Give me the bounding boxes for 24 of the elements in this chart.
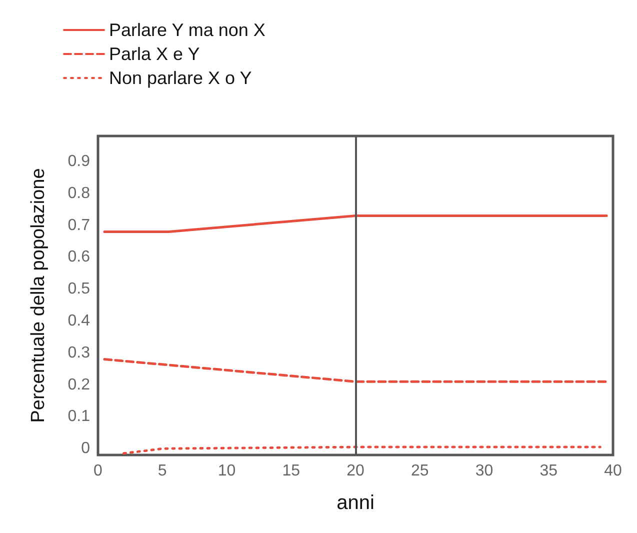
y-tick-label: 0.1 (68, 408, 90, 426)
y-tick-label: 0 (81, 440, 90, 458)
x-tick-label: 30 (475, 462, 494, 480)
y-tick-label: 0.4 (68, 312, 90, 330)
legend-label: Parla X e Y (109, 44, 200, 64)
x-tick-label: 0 (94, 462, 103, 480)
y-tick-label: 0.9 (68, 153, 90, 170)
x-tick-label: 10 (218, 462, 236, 480)
y-tick-label: 0.3 (68, 344, 90, 362)
x-tick-label: 15 (282, 462, 300, 480)
x-tick-label: 35 (540, 462, 558, 480)
x-tick-label: 5 (158, 462, 167, 480)
x-tick-label: 25 (410, 462, 429, 480)
x-tick-label: 40 (604, 462, 622, 480)
legend-label: Non parlare X o Y (109, 68, 252, 88)
x-axis-title: anni (336, 492, 374, 514)
y-tick-label: 0.2 (68, 376, 90, 394)
y-tick-label: 0.5 (68, 280, 90, 298)
legend-label: Parlare Y ma non X (109, 20, 266, 40)
y-tick-label: 0.7 (68, 216, 90, 234)
y-tick-label: 0.8 (68, 184, 90, 202)
x-tick-label: 20 (346, 462, 364, 480)
y-axis-title: Percentuale della popolazione (28, 168, 49, 423)
y-tick-label: 0.6 (68, 248, 90, 266)
